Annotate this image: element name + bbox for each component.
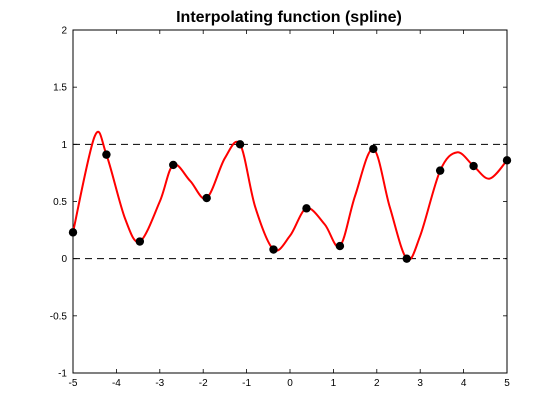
x-tick-label: -1 [242,378,251,389]
data-point [369,144,378,154]
data-point [68,228,78,237]
data-point [502,156,512,165]
x-tick-label: -4 [112,378,121,389]
data-point [435,166,445,175]
y-tick-label: -1 [58,369,67,380]
y-tick-label: 0 [61,254,67,265]
x-tick-label: 1 [331,378,337,389]
x-tick-label: -2 [199,378,208,389]
x-tick-label: 3 [417,378,423,389]
x-tick-label: 0 [287,378,293,389]
x-tick-label: 2 [374,378,380,389]
x-tick-label: -5 [69,378,78,389]
data-point [269,245,278,254]
data-point [102,150,111,159]
data-point [335,241,345,251]
y-tick-label: 1 [61,140,67,151]
x-tick-label: 4 [461,378,467,389]
y-tick-label: 2 [61,26,67,37]
chart-title: Interpolating function (spline) [176,9,402,26]
y-tick-label: -0.5 [50,311,68,322]
data-point [469,161,478,171]
y-tick-label: 1.5 [53,83,67,94]
x-tick-label: -3 [155,378,164,389]
data-point [169,160,178,170]
plot-frame [72,29,508,374]
data-point [235,140,245,149]
data-point [202,193,211,203]
data-point [302,204,311,213]
y-tick-label: 0.5 [53,197,67,208]
data-point [402,254,411,263]
x-tick-label: 5 [504,378,510,389]
data-point [135,237,145,246]
